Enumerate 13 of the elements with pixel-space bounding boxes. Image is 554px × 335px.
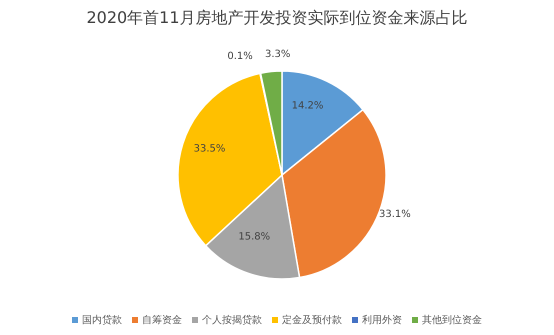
data-label: 15.8%: [238, 231, 270, 242]
data-label: 33.1%: [378, 209, 411, 220]
data-label: 33.5%: [194, 143, 226, 154]
data-label: 0.1%: [227, 51, 253, 62]
legend-label: 其他到位资金: [421, 314, 482, 327]
legend-label: 利用外资: [361, 314, 402, 327]
legend-label: 国内贷款: [81, 314, 122, 327]
data-label: 3.3%: [264, 49, 290, 60]
legend-label: 定金及预付款: [281, 314, 342, 327]
chart-title: 2020年首11月房地产开发投资实际到位资金来源占比: [85, 8, 469, 29]
legend-label: 个人按揭贷款: [201, 314, 262, 327]
data-label: 14.2%: [292, 100, 324, 112]
legend-label: 自筹资金: [141, 314, 182, 327]
